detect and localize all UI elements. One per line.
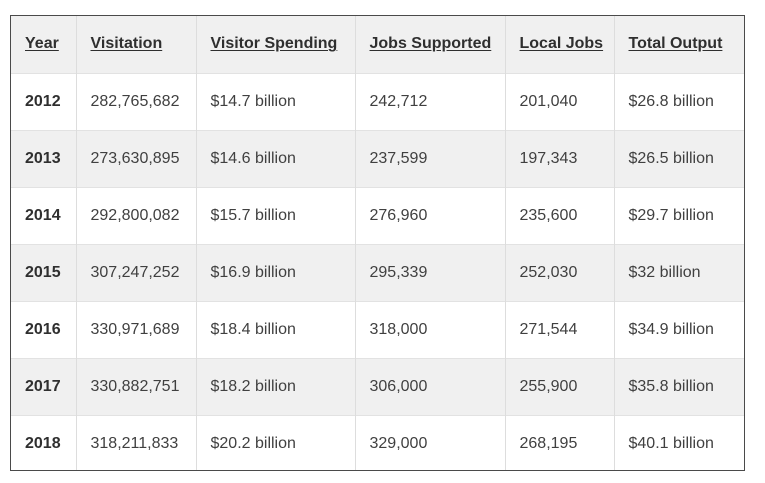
visitation-cell: 292,800,082: [76, 187, 197, 244]
visitation-cell: 330,882,751: [76, 358, 197, 415]
visitor-spending-cell: $15.7 billion: [196, 187, 356, 244]
visitation-cell: 318,211,833: [76, 415, 197, 470]
year-cell: 2018: [11, 415, 77, 470]
local-jobs-cell: 235,600: [505, 187, 615, 244]
jobs-supported-cell: 242,712: [355, 73, 506, 130]
year-cell: 2017: [11, 358, 77, 415]
visitation-cell: 273,630,895: [76, 130, 197, 187]
local-jobs-cell: 252,030: [505, 244, 615, 301]
year-cell: 2016: [11, 301, 77, 358]
table-row: 2014 292,800,082 $15.7 billion 276,960 2…: [11, 187, 744, 244]
total-output-cell: $40.1 billion: [628, 434, 714, 452]
jobs-supported-cell: 329,000: [355, 415, 506, 470]
visitor-spending-cell: $18.2 billion: [196, 358, 356, 415]
total-output-cell: $26.8 billion: [628, 92, 714, 110]
visitor-spending-cell: $18.4 billion: [196, 301, 356, 358]
local-jobs-cell: 255,900: [505, 358, 615, 415]
column-header-total-output[interactable]: Total Output: [628, 35, 723, 53]
column-header-visitation[interactable]: Visitation: [76, 16, 197, 73]
local-jobs-cell: 201,040: [505, 73, 615, 130]
column-header-jobs-supported[interactable]: Jobs Supported: [355, 16, 506, 73]
local-jobs-cell: 197,343: [505, 130, 615, 187]
year-cell: 2014: [11, 187, 77, 244]
visitation-table: Year Visitation Visitor Spending Jobs Su…: [11, 16, 744, 470]
jobs-supported-cell: 237,599: [355, 130, 506, 187]
total-output-cell: $26.5 billion: [628, 149, 714, 167]
table-header-row: Year Visitation Visitor Spending Jobs Su…: [11, 16, 744, 73]
total-output-cell: $34.9 billion: [628, 320, 714, 338]
visitor-spending-cell: $14.7 billion: [196, 73, 356, 130]
year-cell: 2013: [11, 130, 77, 187]
total-output-cell: $32 billion: [628, 263, 701, 281]
table-row: 2015 307,247,252 $16.9 billion 295,339 2…: [11, 244, 744, 301]
visitation-cell: 282,765,682: [76, 73, 197, 130]
column-header-local-jobs[interactable]: Local Jobs: [505, 16, 615, 73]
table-row: 2012 282,765,682 $14.7 billion 242,712 2…: [11, 73, 744, 130]
column-header-visitor-spending[interactable]: Visitor Spending: [196, 16, 356, 73]
table-row: 2018 318,211,833 $20.2 billion 329,000 2…: [11, 415, 744, 470]
visitation-cell: 307,247,252: [76, 244, 197, 301]
year-cell: 2015: [11, 244, 77, 301]
data-table-container: Year Visitation Visitor Spending Jobs Su…: [10, 15, 745, 471]
jobs-supported-cell: 318,000: [355, 301, 506, 358]
table-row: 2013 273,630,895 $14.6 billion 237,599 1…: [11, 130, 744, 187]
jobs-supported-cell: 276,960: [355, 187, 506, 244]
local-jobs-cell: 268,195: [505, 415, 615, 470]
year-cell: 2012: [11, 73, 77, 130]
visitor-spending-cell: $20.2 billion: [196, 415, 356, 470]
total-output-cell: $29.7 billion: [628, 206, 714, 224]
visitation-cell: 330,971,689: [76, 301, 197, 358]
visitor-spending-cell: $14.6 billion: [196, 130, 356, 187]
column-header-year[interactable]: Year: [11, 16, 77, 73]
local-jobs-cell: 271,544: [505, 301, 615, 358]
jobs-supported-cell: 295,339: [355, 244, 506, 301]
total-output-cell: $35.8 billion: [628, 377, 714, 395]
jobs-supported-cell: 306,000: [355, 358, 506, 415]
table-row: 2017 330,882,751 $18.2 billion 306,000 2…: [11, 358, 744, 415]
table-row: 2016 330,971,689 $18.4 billion 318,000 2…: [11, 301, 744, 358]
visitor-spending-cell: $16.9 billion: [196, 244, 356, 301]
